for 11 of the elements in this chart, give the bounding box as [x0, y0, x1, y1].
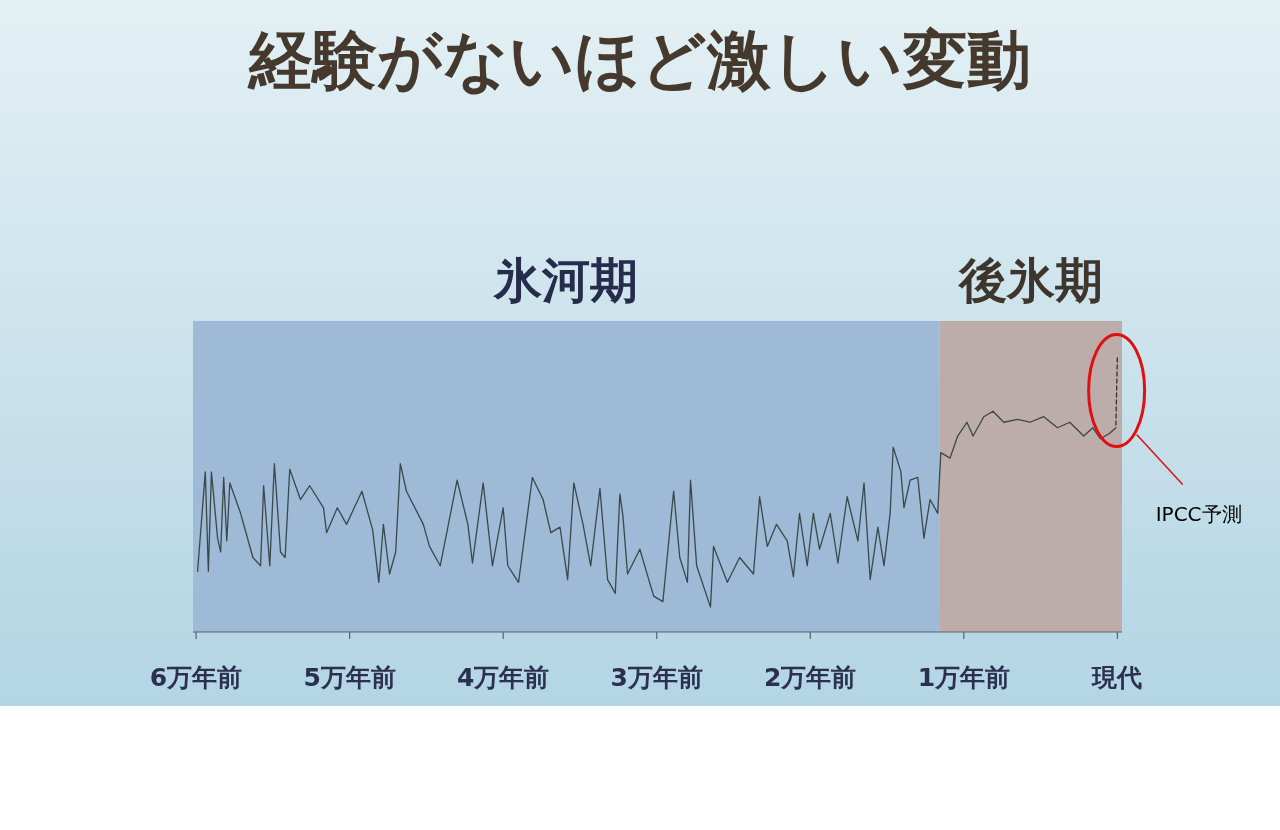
text: IPCC予測 — [1155, 501, 1242, 526]
chart-title: 経験がないほど激しい変動 — [247, 23, 1031, 97]
x-tick-label: 現代 — [1091, 663, 1143, 692]
x-tick-label: 6万年前 — [149, 663, 243, 692]
x-tick-label: 3万年前 — [610, 663, 703, 692]
x-tick-label: 2万年前 — [764, 663, 857, 692]
band-label: 氷河期 — [492, 252, 639, 308]
band-label: 後氷期 — [956, 252, 1103, 308]
x-tick-label: 4万年前 — [456, 663, 550, 692]
x-tick-label: 1万年前 — [917, 663, 1011, 692]
x-tick-label: 5万年前 — [303, 663, 396, 692]
